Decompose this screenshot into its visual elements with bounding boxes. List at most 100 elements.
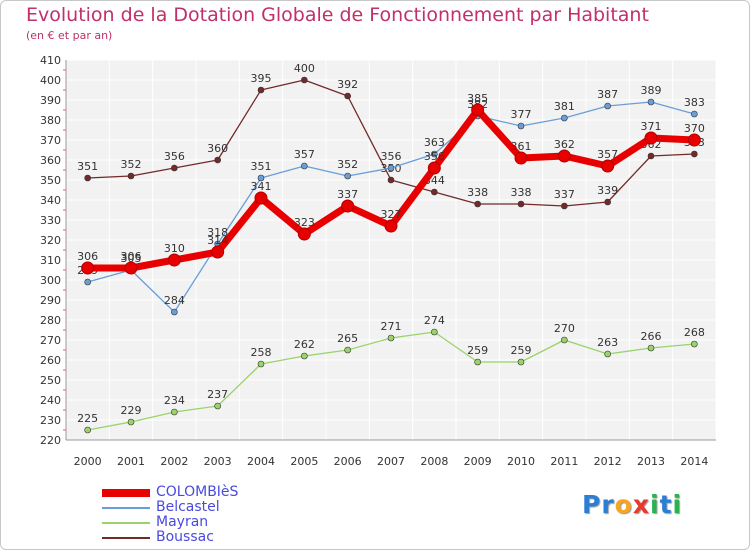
y-tick-label: 390 [40, 94, 61, 107]
x-tick-label: 2014 [680, 455, 708, 468]
y-tick-label: 360 [40, 154, 61, 167]
data-label: 259 [467, 344, 488, 357]
data-point [84, 278, 91, 286]
data-point [387, 334, 395, 342]
data-label: 234 [164, 394, 185, 407]
y-tick-label: 350 [40, 174, 61, 187]
data-point [431, 150, 438, 158]
plot-area [66, 60, 716, 440]
data-point [301, 76, 308, 84]
data-point [384, 219, 398, 233]
legend: COLOMBIèS Belcastel Mayran Boussac [102, 485, 238, 545]
data-point [561, 336, 568, 344]
data-label: 389 [641, 84, 662, 97]
data-label: 259 [511, 344, 532, 357]
data-label: 237 [207, 388, 228, 401]
logo-letter: o [614, 490, 633, 519]
data-point [427, 161, 441, 175]
data-label: 318 [207, 226, 228, 239]
data-label: 339 [597, 184, 618, 197]
data-point [517, 122, 525, 130]
legend-label-colombies: COLOMBIèS [156, 484, 239, 500]
x-tick-label: 2001 [117, 455, 145, 468]
y-tick-label: 250 [40, 374, 61, 387]
data-point [341, 199, 355, 213]
legend-item-mayran: Mayran [102, 515, 238, 530]
y-tick-label: 270 [40, 334, 61, 347]
data-point [517, 358, 525, 366]
data-label: 337 [337, 188, 358, 201]
data-point [297, 227, 311, 241]
data-label: 341 [251, 180, 272, 193]
data-label: 352 [337, 158, 358, 171]
x-tick-label: 2002 [160, 455, 188, 468]
data-point [127, 172, 135, 180]
data-point [344, 346, 351, 354]
y-tick-label: 340 [40, 194, 61, 207]
data-point [471, 103, 485, 117]
data-point [257, 174, 265, 182]
logo-letter: i [672, 490, 683, 519]
logo-letter: t [659, 490, 673, 519]
data-point [171, 408, 178, 416]
x-tick-label: 2009 [464, 455, 492, 468]
y-tick-label: 240 [40, 394, 61, 407]
logo-letter: i [650, 490, 660, 519]
data-point [517, 200, 525, 208]
data-point [647, 152, 655, 160]
x-tick-label: 2005 [290, 455, 318, 468]
data-label: 327 [381, 208, 402, 221]
x-tick-label: 2010 [507, 455, 535, 468]
data-label: 284 [164, 294, 185, 307]
data-label: 356 [381, 150, 402, 163]
x-tick-label: 2000 [74, 455, 102, 468]
data-point [211, 245, 225, 259]
x-tick-label: 2007 [377, 455, 405, 468]
x-tick-label: 2011 [550, 455, 578, 468]
data-label: 258 [251, 346, 272, 359]
data-point [167, 253, 181, 267]
data-label: 381 [554, 100, 575, 113]
legend-swatch-colombies [102, 488, 150, 497]
data-label: 263 [597, 336, 618, 349]
legend-item-colombies: COLOMBIèS [102, 485, 238, 500]
legend-item-boussac: Boussac [102, 530, 238, 545]
x-tick-label: 2008 [420, 455, 448, 468]
data-label: 271 [381, 320, 402, 333]
x-tick-label: 2006 [334, 455, 362, 468]
data-label: 392 [337, 78, 358, 91]
legend-label-mayran: Mayran [156, 514, 209, 530]
data-point [691, 340, 698, 348]
logo-letter: x [632, 490, 650, 519]
data-point [387, 176, 395, 184]
data-point [474, 358, 481, 366]
x-tick-label: 2012 [594, 455, 622, 468]
data-label: 362 [554, 138, 575, 151]
chart-title: Evolution de la Dotation Globale de Fonc… [26, 4, 649, 26]
data-point [644, 131, 658, 145]
data-point [514, 151, 528, 165]
data-label: 305 [121, 252, 142, 265]
y-tick-label: 330 [40, 214, 61, 227]
data-point [647, 98, 655, 106]
data-label: 229 [121, 404, 142, 417]
data-point [601, 159, 615, 173]
data-label: 352 [121, 158, 142, 171]
y-tick-label: 290 [40, 294, 61, 307]
data-label: 274 [424, 314, 445, 327]
legend-item-belcastel: Belcastel [102, 500, 238, 515]
data-point [647, 344, 655, 352]
y-tick-label: 280 [40, 314, 61, 327]
data-label: 314 [207, 234, 228, 247]
data-point [344, 172, 351, 180]
data-point [431, 328, 438, 336]
data-label: 306 [77, 250, 98, 263]
data-point [604, 102, 611, 110]
y-tick-label: 400 [40, 74, 61, 87]
data-label: 338 [511, 186, 532, 199]
y-tick-label: 300 [40, 274, 61, 287]
data-label: 356 [164, 150, 185, 163]
data-label: 363 [424, 136, 445, 149]
data-point [387, 164, 395, 172]
